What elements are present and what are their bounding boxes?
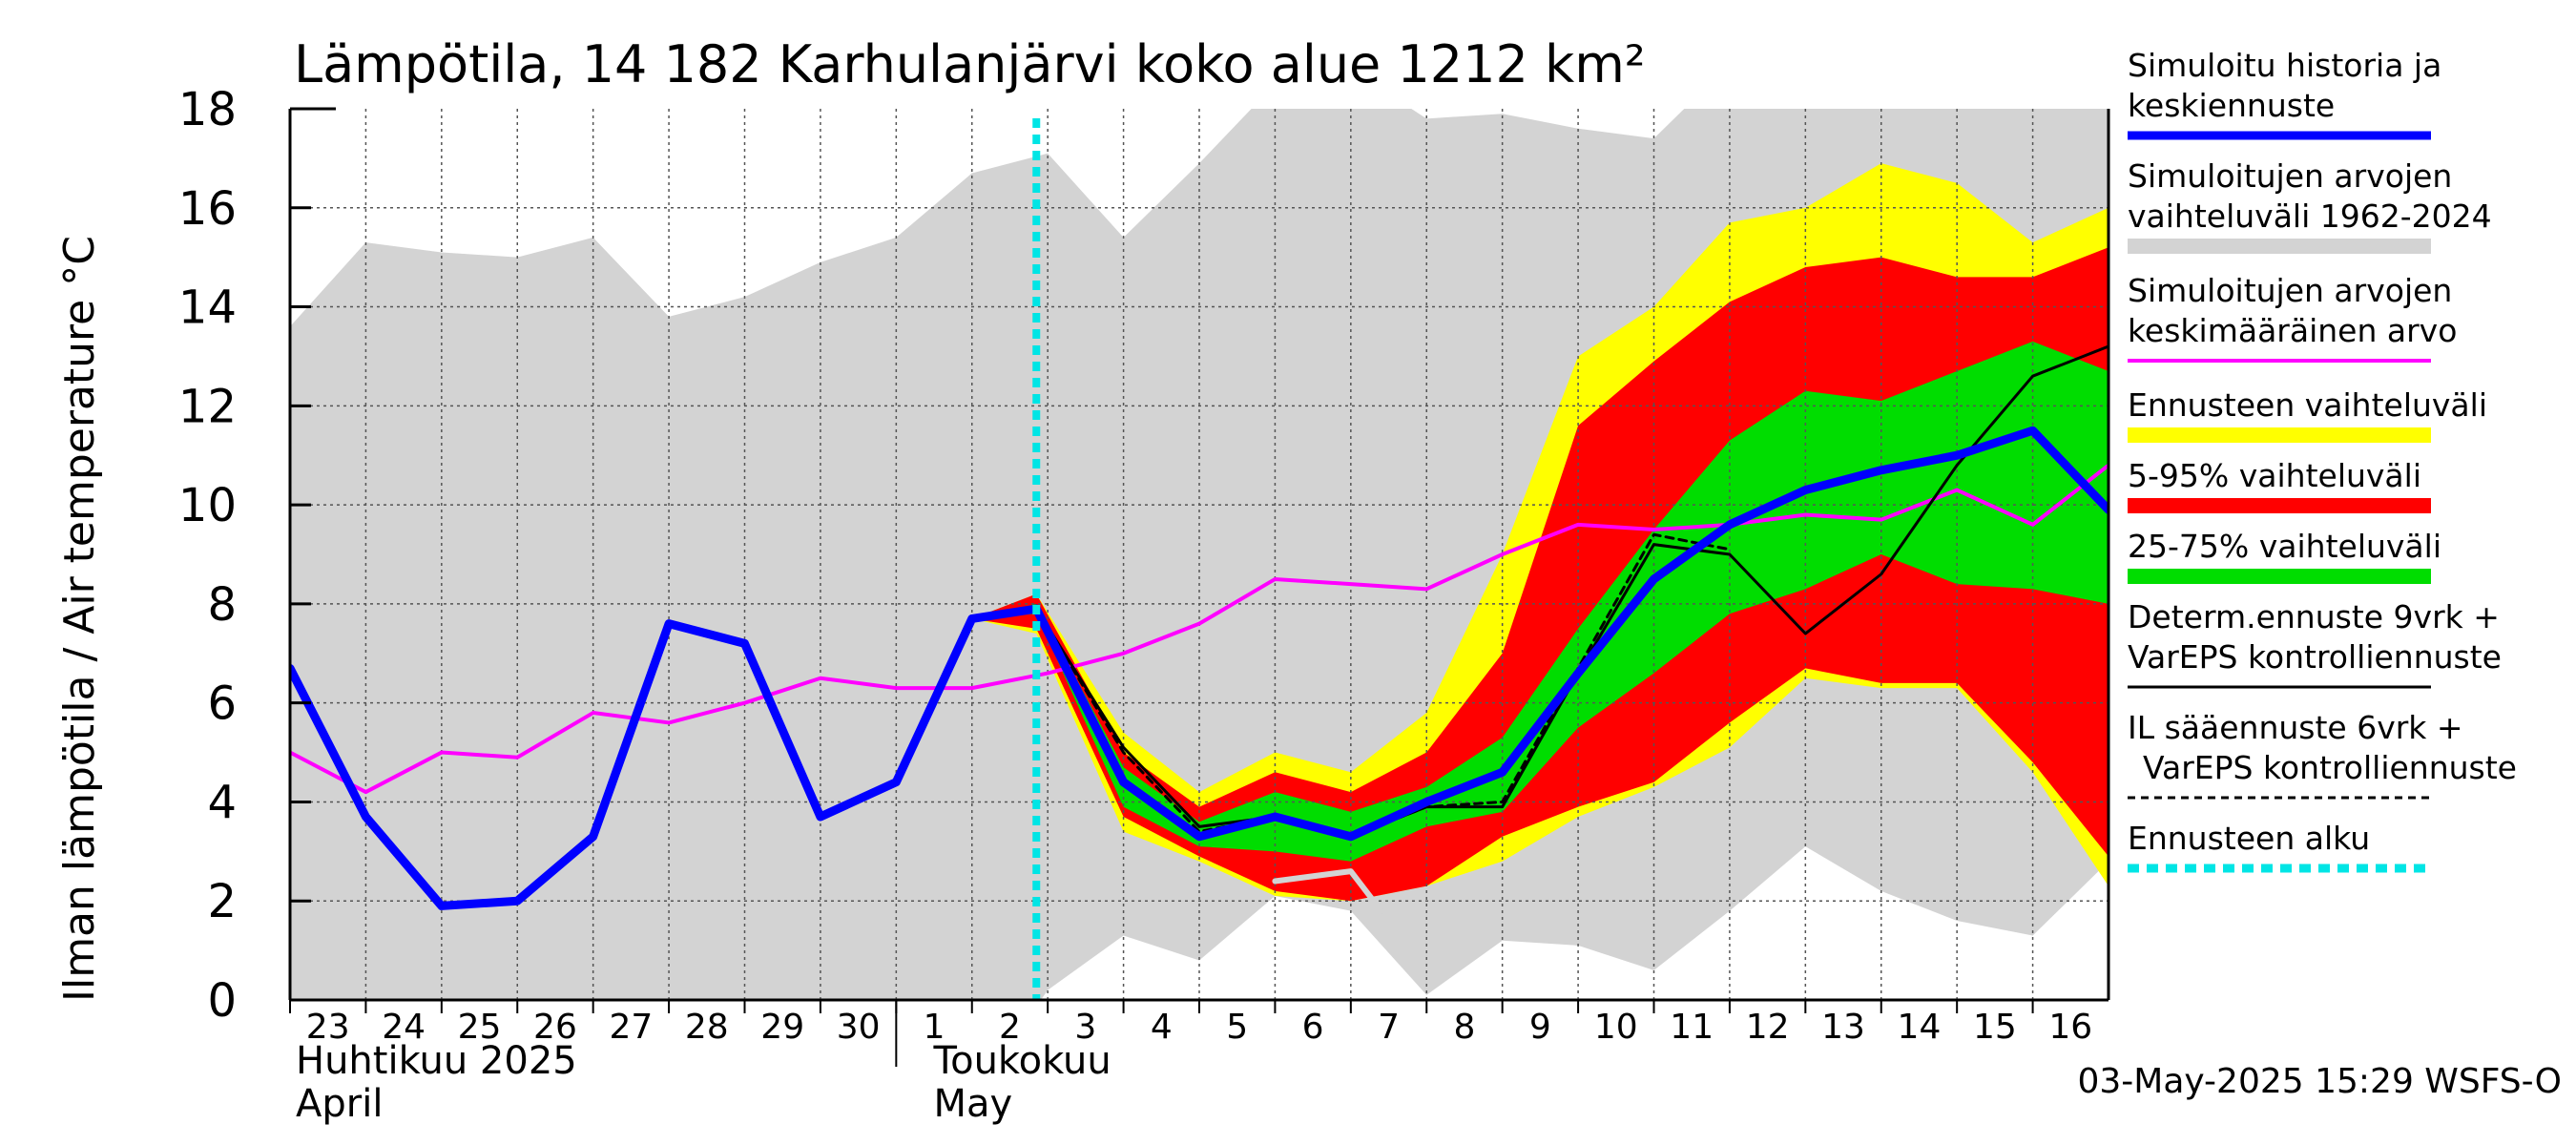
x-tick-label: 15 <box>1973 1008 2017 1047</box>
legend-label: Simuloitujen arvojen keskimääräinen arvo <box>2128 272 2457 349</box>
month-label-en: April <box>296 1082 383 1126</box>
x-tick-label: 1 <box>924 1008 945 1047</box>
month-label-fi: Toukokuu <box>932 1039 1111 1083</box>
x-tick-label: 5 <box>1226 1008 1248 1047</box>
x-tick-label: 16 <box>2048 1008 2092 1047</box>
x-tick-label: 6 <box>1302 1008 1324 1047</box>
legend-label: Determ.ennuste 9vrk + VarEPS kontrollienn… <box>2128 598 2502 676</box>
x-tick-label: 23 <box>306 1008 350 1047</box>
y-tick-label: 18 <box>178 83 237 136</box>
y-tick-label: 6 <box>207 677 237 731</box>
x-tick-label: 8 <box>1454 1008 1476 1047</box>
x-tick-label: 27 <box>609 1008 653 1047</box>
legend-label: IL sääennuste 6vrk + VarEPS kontrolliennu… <box>2128 709 2517 786</box>
x-tick-label: 29 <box>760 1008 804 1047</box>
history-line <box>290 426 2109 910</box>
y-tick-label: 0 <box>207 974 237 1028</box>
x-tick-label: 12 <box>1746 1008 1790 1047</box>
y-tick-label: 2 <box>207 875 237 928</box>
x-tick-label: 2 <box>999 1008 1021 1047</box>
legend-label: 25-75% vaihteluväli <box>2128 528 2441 565</box>
x-tick-label: 4 <box>1151 1008 1173 1047</box>
y-axis-label: Ilman lämpötila / Air temperature °C <box>55 236 104 1002</box>
y-tick-label: 16 <box>178 182 237 236</box>
month-label-en: May <box>933 1082 1012 1126</box>
p25-75-band <box>971 341 2109 862</box>
x-tick-label: 25 <box>458 1008 502 1047</box>
x-tick-label: 13 <box>1821 1008 1865 1047</box>
x-tick-label: 30 <box>837 1008 881 1047</box>
legend-label: Ennusteen vaihteluväli <box>2128 386 2487 424</box>
y-tick-label: 8 <box>207 578 237 632</box>
determ-forecast-line <box>970 344 2109 839</box>
x-tick-label: 3 <box>1074 1008 1096 1047</box>
x-tick-label: 26 <box>533 1008 577 1047</box>
x-tick-label: 9 <box>1529 1008 1551 1047</box>
x-tick-label: 24 <box>382 1008 426 1047</box>
x-tick-label: 14 <box>1898 1008 1942 1047</box>
y-tick-label: 12 <box>178 380 237 433</box>
y-tick-label: 14 <box>178 281 237 335</box>
x-tick-label: 10 <box>1594 1008 1638 1047</box>
x-tick-label: 28 <box>685 1008 729 1047</box>
timestamp: 03-May-2025 15:29 WSFS-O <box>2077 1062 2562 1101</box>
legend-label: Simuloitu historia ja keskiennuste <box>2128 47 2441 124</box>
y-tick-label: 4 <box>207 776 237 829</box>
gray-line <box>1272 868 1384 914</box>
x-tick-label: 11 <box>1670 1008 1714 1047</box>
chart-title: Lämpötila, 14 182 Karhulanjärvi koko alu… <box>294 34 1646 94</box>
mean-line <box>290 463 2109 795</box>
legend-label: 5-95% vaihteluväli <box>2128 457 2421 494</box>
legend-label: Ennusteen alku <box>2128 820 2370 857</box>
legend-label: Simuloitujen arvojen vaihteluväli 1962-20… <box>2128 157 2492 235</box>
y-tick-label: 10 <box>178 479 237 532</box>
month-label-fi: Huhtikuu 2025 <box>296 1039 577 1083</box>
x-tick-label: 7 <box>1378 1008 1400 1047</box>
